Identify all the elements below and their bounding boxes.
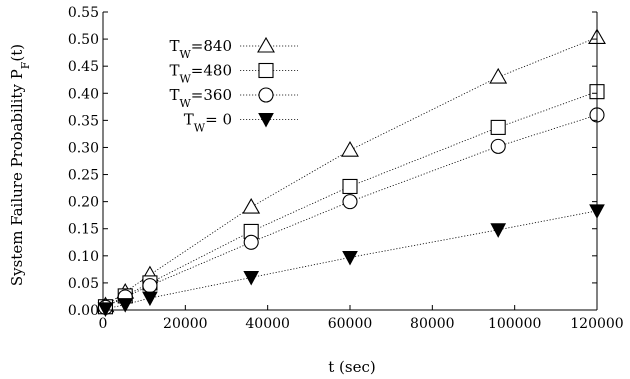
y-tick-label: 0.10 xyxy=(68,249,99,265)
legend-marker xyxy=(258,113,274,128)
x-tick-label: 120000 xyxy=(570,316,623,332)
data-point xyxy=(490,223,507,238)
legend-marker xyxy=(257,36,275,53)
data-point xyxy=(117,298,134,313)
legend-label: TW=360 xyxy=(169,86,232,110)
x-tick-label: 40000 xyxy=(245,316,290,332)
y-axis-label-subscript: F xyxy=(19,61,32,69)
legend-marker xyxy=(258,87,274,103)
data-point xyxy=(341,141,359,157)
y-tick-label: 0.35 xyxy=(68,113,99,129)
data-point xyxy=(243,270,260,286)
data-point xyxy=(243,234,259,250)
y-axis-label: System Failure Probability PF(t) xyxy=(8,44,32,286)
y-tick-label: 0.30 xyxy=(68,140,99,156)
legend-label: TW=480 xyxy=(169,62,232,86)
y-tick-label: 0.55 xyxy=(68,5,99,21)
data-point xyxy=(142,278,158,294)
y-axis-label-main: System Failure Probability P xyxy=(8,69,26,286)
legend-label: TW= 0 xyxy=(184,111,232,135)
data-point xyxy=(342,194,358,210)
x-tick-label: 20000 xyxy=(163,316,208,332)
data-point xyxy=(97,302,114,317)
y-tick-label: 0.50 xyxy=(68,32,99,48)
y-axis-label-tail: (t) xyxy=(8,44,26,62)
data-point xyxy=(490,119,506,135)
x-tick-label: 60000 xyxy=(328,316,373,332)
axes: 0 20000 40000 60000 80000 100000 120000 0.00 0.0… xyxy=(68,5,624,332)
y-tick-label: 0.20 xyxy=(68,195,99,211)
y-tick-label: 0.15 xyxy=(68,222,99,238)
x-tick-label: 100000 xyxy=(488,316,541,332)
data-point xyxy=(142,291,158,307)
plot-area xyxy=(96,28,606,317)
y-tick-label: 0.45 xyxy=(68,59,99,75)
x-tick-label: 0 xyxy=(99,316,108,332)
y-tick-label: 0.25 xyxy=(68,168,99,184)
data-point xyxy=(342,178,358,195)
legend-marker xyxy=(258,62,274,79)
y-tick-label: 0.00 xyxy=(68,303,99,319)
x-tick-label: 80000 xyxy=(410,316,455,332)
legend-label: TW=840 xyxy=(169,37,232,61)
y-tick-label: 0.40 xyxy=(68,86,99,102)
x-axis-label: t (sec) xyxy=(328,358,375,376)
data-point xyxy=(489,67,508,84)
data-point xyxy=(242,197,261,214)
data-point xyxy=(342,250,358,266)
y-tick-label: 0.05 xyxy=(68,276,99,292)
data-point xyxy=(490,138,506,154)
